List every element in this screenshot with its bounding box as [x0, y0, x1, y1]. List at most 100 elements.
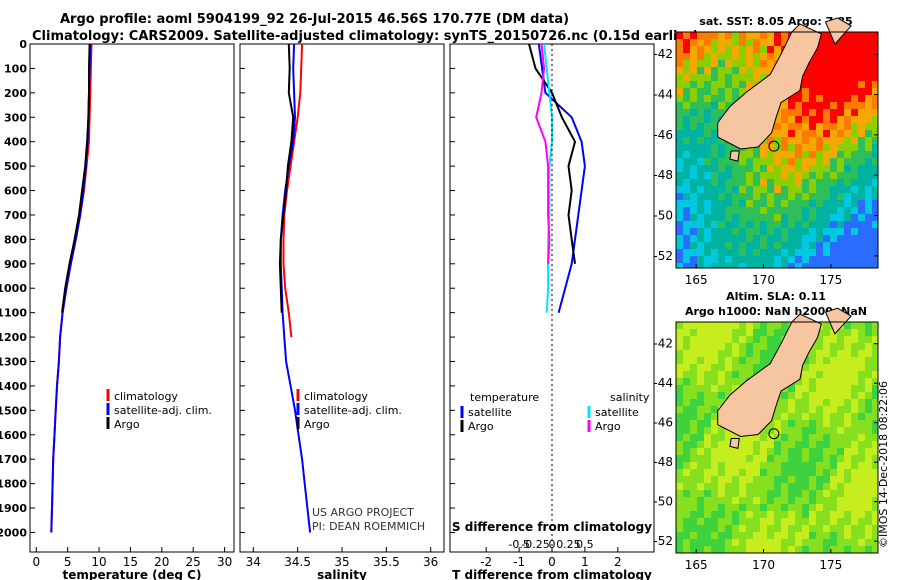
map-cell [823, 350, 830, 357]
map-cell [872, 151, 878, 158]
map-cell [802, 385, 809, 392]
map-cell [711, 158, 718, 165]
map-cell [676, 483, 683, 490]
map-cell [781, 455, 788, 462]
map-cell [816, 186, 823, 193]
map-cell [816, 144, 823, 151]
map-cell [739, 46, 746, 53]
map-cell [872, 504, 878, 511]
map-cell [865, 39, 872, 46]
map-cell [865, 186, 872, 193]
map-cell [802, 137, 809, 144]
map-cell [739, 448, 746, 455]
map-cell [718, 539, 725, 546]
map-cell [823, 39, 830, 46]
map-cell [676, 476, 683, 483]
map-cell [851, 88, 858, 95]
map-cell [802, 441, 809, 448]
map-cell [690, 497, 697, 504]
map-cell [690, 200, 697, 207]
map-cell [837, 455, 844, 462]
map-cell [690, 186, 697, 193]
map-cell [858, 420, 865, 427]
map-cell [802, 525, 809, 532]
map-cell [816, 158, 823, 165]
north-island-land [824, 17, 852, 46]
map-cell [788, 497, 795, 504]
map-cell [732, 476, 739, 483]
map-cell [732, 539, 739, 546]
map-cell [851, 179, 858, 186]
map-cell [711, 399, 718, 406]
map-cell [767, 322, 774, 329]
map-cell [844, 483, 851, 490]
depth-tick-label: 400 [4, 136, 27, 149]
map-cell [732, 497, 739, 504]
map-cell [802, 81, 809, 88]
map-cell [795, 490, 802, 497]
map-cell [676, 399, 683, 406]
map-cell [844, 46, 851, 53]
map-cell [774, 221, 781, 228]
map-cell [690, 413, 697, 420]
map-cell [865, 546, 872, 553]
map-cell [802, 235, 809, 242]
map-cell [788, 462, 795, 469]
map-cell [704, 81, 711, 88]
map-cell [802, 420, 809, 427]
map-cell [718, 137, 725, 144]
map-cell [844, 525, 851, 532]
map-cell [872, 441, 878, 448]
map-cell [858, 95, 865, 102]
map-cell [774, 53, 781, 60]
map-cell [851, 455, 858, 462]
map-cell [732, 214, 739, 221]
map-cell [711, 116, 718, 123]
map-cell [795, 434, 802, 441]
map-cell [823, 532, 830, 539]
map-cell [865, 483, 872, 490]
map-cell [872, 329, 878, 336]
map-lat-label: -50 [653, 495, 673, 509]
map-cell [767, 448, 774, 455]
map-cell [774, 504, 781, 511]
map-cell [844, 497, 851, 504]
map-cell [746, 539, 753, 546]
map-cell [697, 497, 704, 504]
map-cell [767, 504, 774, 511]
map-cell [858, 179, 865, 186]
map-cell [732, 385, 739, 392]
map-cell [837, 420, 844, 427]
map-cell [725, 371, 732, 378]
map-cell [851, 385, 858, 392]
map-cell [851, 95, 858, 102]
map-cell [725, 179, 732, 186]
map-cell [711, 256, 718, 263]
map-cell [725, 95, 732, 102]
map-cell [676, 116, 683, 123]
map-cell [753, 179, 760, 186]
map-cell [823, 490, 830, 497]
map-cell [858, 427, 865, 434]
map-cell [718, 448, 725, 455]
map-cell [683, 39, 690, 46]
map-cell [697, 336, 704, 343]
map-cell [732, 462, 739, 469]
map-cell [760, 221, 767, 228]
map-lat-label: -44 [653, 88, 673, 102]
map-cell [676, 249, 683, 256]
map-cell [697, 504, 704, 511]
map-cell [746, 74, 753, 81]
map-cell [781, 256, 788, 263]
map-cell [823, 81, 830, 88]
map-cell [872, 88, 878, 95]
map-cell [767, 39, 774, 46]
map-cell [739, 497, 746, 504]
map-cell [865, 434, 872, 441]
map-cell [767, 151, 774, 158]
map-cell [774, 158, 781, 165]
map-cell [816, 53, 823, 60]
map-cell [753, 532, 760, 539]
map-cell [767, 455, 774, 462]
